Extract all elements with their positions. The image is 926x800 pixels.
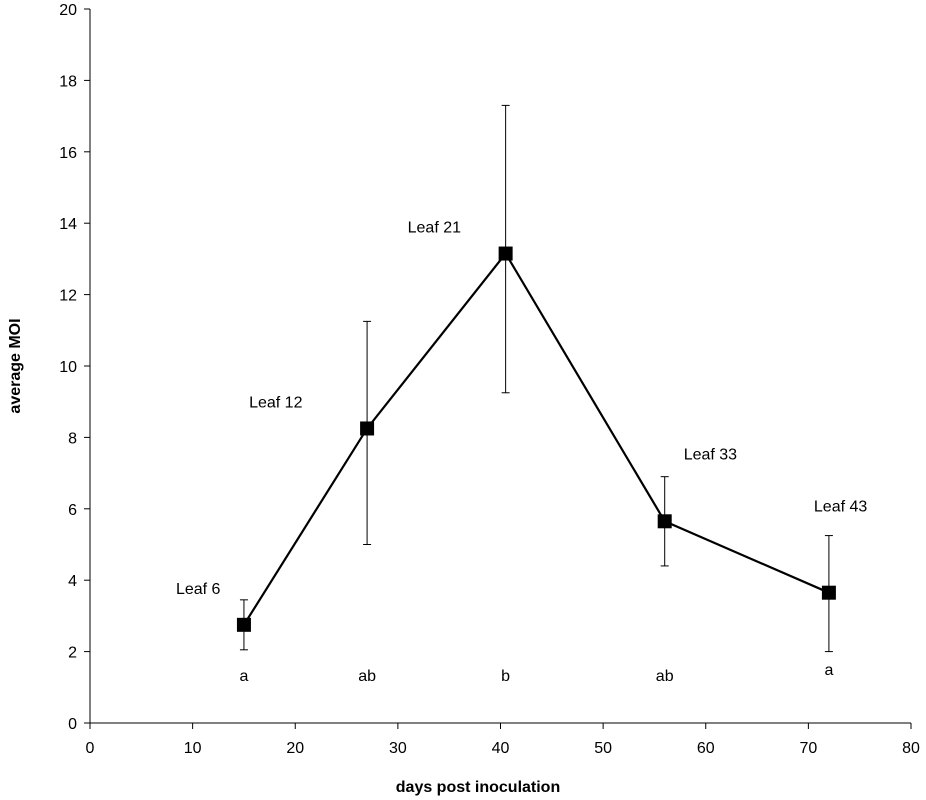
point-label: Leaf 21 <box>408 220 461 237</box>
x-tick-label: 70 <box>799 740 817 757</box>
y-tick-label: 18 <box>59 73 77 90</box>
data-point <box>821 585 836 600</box>
significance-label: ab <box>358 668 376 685</box>
x-axis-title: days post inoculation <box>396 779 560 796</box>
significance-label: a <box>239 668 248 685</box>
significance-label: ab <box>656 668 674 685</box>
y-tick-label: 0 <box>68 716 77 733</box>
y-tick-label: 10 <box>59 359 77 376</box>
y-axis-title: average MOI <box>7 318 24 413</box>
axes: 0 2 4 6 8 10 12 14 16 18 20 0 10 20 30 40 50 60 70 80 <box>59 2 920 757</box>
error-bars <box>239 104 833 653</box>
series-line <box>243 251 830 626</box>
x-tick-label: 40 <box>492 740 510 757</box>
y-tick-label: 20 <box>59 2 77 19</box>
point-label: Leaf 6 <box>176 581 221 598</box>
x-tick-label: 0 <box>86 740 95 757</box>
point-label: Leaf 33 <box>684 446 737 463</box>
y-tick-label: 8 <box>68 430 77 447</box>
data-line <box>243 251 830 626</box>
point-label: Leaf 43 <box>814 499 867 516</box>
point-labels: Leaf 6 a Leaf 12 ab Leaf 21 b Leaf 33 ab Leaf 43… <box>176 220 867 685</box>
x-tick-label: 80 <box>902 740 920 757</box>
y-tick-label: 4 <box>68 573 77 590</box>
data-point <box>657 514 672 529</box>
x-tick-label: 60 <box>697 740 715 757</box>
data-point <box>360 421 375 436</box>
x-tick-label: 10 <box>184 740 202 757</box>
x-tick-label: 20 <box>286 740 304 757</box>
data-point <box>236 617 251 632</box>
y-tick-label: 2 <box>68 645 77 662</box>
significance-label: a <box>824 662 833 679</box>
data-point <box>498 246 513 261</box>
markers <box>236 246 836 632</box>
point-label: Leaf 12 <box>249 394 302 411</box>
y-tick-label: 6 <box>68 502 77 519</box>
y-tick-label: 14 <box>59 216 77 233</box>
y-tick-label: 16 <box>59 145 77 162</box>
significance-label: b <box>501 668 510 685</box>
x-tick-label: 50 <box>594 740 612 757</box>
y-tick-label: 12 <box>59 288 77 305</box>
x-tick-label: 30 <box>389 740 407 757</box>
